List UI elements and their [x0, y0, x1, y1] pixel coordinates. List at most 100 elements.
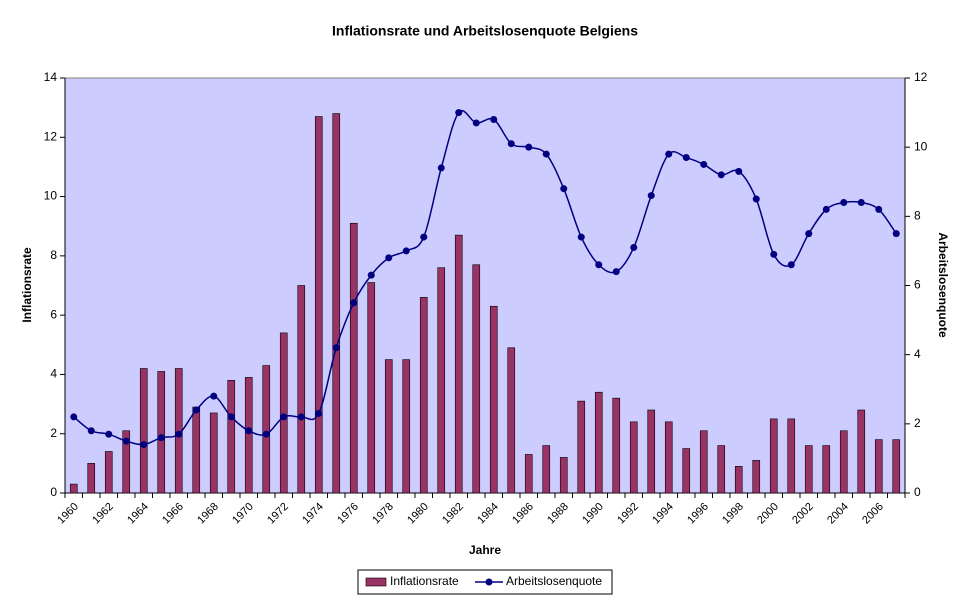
- bar: [769, 418, 778, 494]
- line-marker: [472, 119, 480, 127]
- bar: [139, 368, 148, 494]
- bar: [839, 430, 848, 494]
- line-marker: [577, 233, 585, 241]
- line-marker: [805, 230, 813, 238]
- line-marker: [682, 154, 690, 162]
- y2-tick-label: 8: [914, 209, 921, 223]
- bar: [384, 359, 393, 494]
- plot-area: [64, 77, 906, 494]
- bar: [419, 297, 428, 494]
- y2-tick-label: 6: [914, 278, 921, 292]
- bar: [699, 430, 708, 494]
- line-marker: [542, 150, 550, 158]
- line-marker: [752, 195, 760, 203]
- line-marker: [455, 109, 463, 117]
- bar: [489, 305, 498, 494]
- line-marker: [525, 143, 533, 151]
- y-tick-label: 6: [50, 307, 57, 321]
- legend-label: Inflationsrate: [390, 574, 459, 588]
- y2-tick-label: 2: [914, 416, 921, 430]
- bar: [367, 282, 376, 494]
- y2-tick-label: 12: [914, 70, 928, 84]
- bar: [69, 483, 78, 494]
- line-marker: [612, 268, 620, 276]
- y-axis-label: Inflationsrate: [20, 247, 34, 323]
- line-marker: [157, 434, 165, 442]
- bar: [787, 418, 796, 494]
- bar: [559, 457, 568, 494]
- y2-tick-label: 10: [914, 139, 928, 153]
- legend-label: Arbeitslosenquote: [506, 574, 602, 588]
- line-marker: [297, 413, 305, 421]
- bar: [104, 451, 113, 494]
- y-tick-label: 2: [50, 426, 57, 440]
- line-marker: [367, 271, 375, 279]
- line-marker: [735, 167, 743, 175]
- bar: [752, 460, 761, 494]
- bar: [332, 113, 341, 494]
- line-marker: [840, 199, 848, 206]
- bar: [524, 454, 533, 494]
- line-marker: [87, 427, 95, 435]
- bar: [577, 400, 586, 494]
- bar: [192, 406, 201, 494]
- line-marker: [70, 413, 78, 421]
- line-marker: [210, 392, 218, 400]
- bar: [279, 332, 288, 494]
- bar: [647, 409, 656, 494]
- y-tick-label: 8: [50, 248, 57, 262]
- line-marker: [402, 247, 410, 255]
- line-marker: [595, 261, 603, 269]
- bar: [822, 445, 831, 494]
- bar: [594, 391, 603, 494]
- line-marker: [140, 441, 148, 449]
- y2-tick-label: 4: [914, 347, 921, 361]
- bar: [454, 234, 463, 494]
- line-marker: [875, 205, 883, 213]
- line-marker: [787, 261, 795, 269]
- bar: [507, 347, 516, 494]
- line-marker: [315, 409, 323, 417]
- line-marker: [122, 437, 130, 445]
- bar: [244, 377, 253, 494]
- line-marker: [175, 430, 183, 438]
- bar: [262, 365, 271, 494]
- line-marker: [717, 171, 725, 179]
- line-marker: [350, 299, 358, 307]
- line-marker: [192, 406, 200, 414]
- bar: [612, 397, 621, 494]
- y-tick-label: 10: [44, 189, 58, 203]
- line-marker: [227, 413, 235, 421]
- line-marker: [647, 192, 655, 200]
- line-marker: [245, 427, 253, 435]
- bar: [717, 445, 726, 494]
- bar: [209, 412, 218, 494]
- bar: [157, 371, 166, 494]
- line-marker: [892, 230, 900, 238]
- bar: [314, 116, 323, 494]
- bar: [804, 445, 813, 494]
- bar: [402, 359, 411, 494]
- bar: [349, 222, 358, 494]
- line-marker: [857, 199, 865, 206]
- line-marker: [437, 164, 445, 172]
- legend-marker: [485, 578, 493, 586]
- line-marker: [507, 140, 515, 148]
- line-marker: [490, 116, 498, 123]
- bar: [227, 380, 236, 494]
- line-marker: [770, 250, 778, 258]
- line-marker: [665, 150, 673, 158]
- line-marker: [385, 254, 393, 262]
- y2-axis-label: Arbeitslosenquote: [936, 232, 950, 338]
- bar: [472, 264, 481, 494]
- line-marker: [332, 344, 340, 352]
- bar: [682, 448, 691, 494]
- x-axis-label: Jahre: [469, 543, 501, 557]
- line-marker: [280, 413, 288, 421]
- line-marker: [700, 160, 708, 168]
- bar: [297, 285, 306, 494]
- bar: [629, 421, 638, 494]
- bar: [892, 439, 901, 494]
- bar: [664, 421, 673, 494]
